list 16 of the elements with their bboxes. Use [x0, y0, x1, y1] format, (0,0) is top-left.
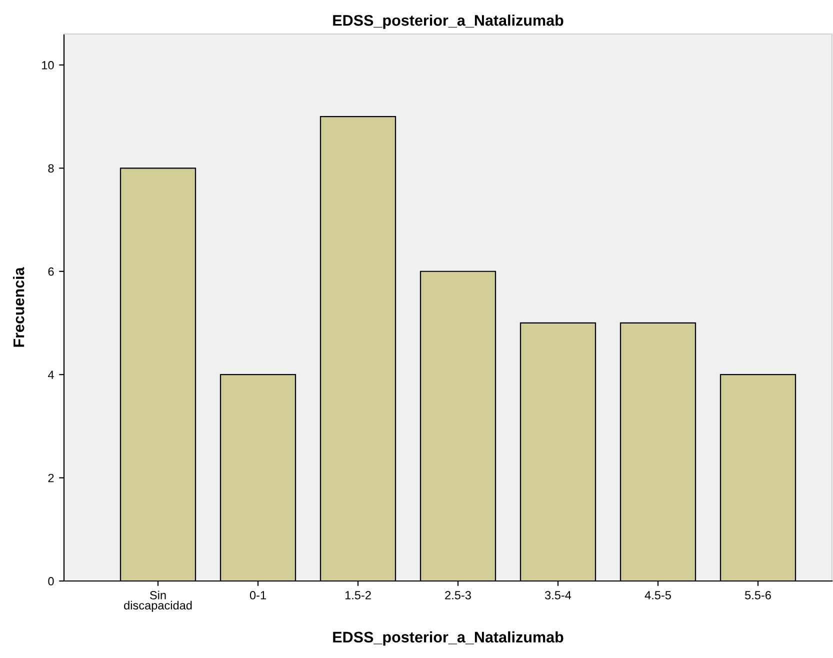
x-tick-label: 0-1 — [250, 591, 266, 600]
chart-title: EDSS_posterior_a_Natalizumab — [333, 14, 564, 29]
x-tick-label: 2.5-3 — [445, 591, 471, 600]
x-tick-label: 3.5-4 — [544, 591, 572, 600]
y-tick-label: 0 — [48, 577, 54, 586]
y-tick-label: 8 — [48, 164, 54, 173]
y-tick-label: 4 — [48, 370, 54, 379]
x-tick-label: 5.5-6 — [745, 591, 771, 600]
y-tick-label: 6 — [48, 267, 54, 276]
y-axis-title: Frecuencia — [13, 267, 24, 347]
x-tick-label: Sin discapacidad — [124, 590, 192, 612]
y-tick-label: 2 — [48, 474, 54, 482]
x-tick-label: 4.5-5 — [644, 591, 671, 600]
x-tick-label: 1.5-2 — [345, 591, 371, 600]
x-axis-title: EDSS_posterior_a_Natalizumab — [333, 631, 564, 646]
y-tick-label: 10 — [42, 60, 54, 70]
